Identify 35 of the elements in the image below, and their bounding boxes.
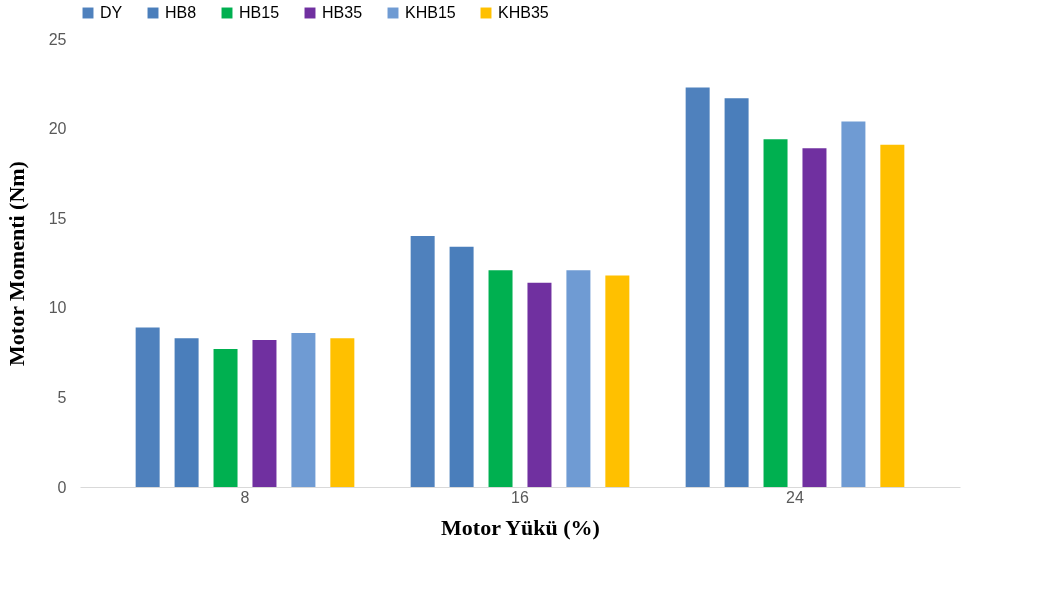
- bar: [135, 327, 160, 487]
- legend-label: KHB35: [498, 4, 549, 21]
- bar: [605, 275, 630, 487]
- x-tick-label: 24: [786, 488, 804, 506]
- bar: [330, 338, 355, 487]
- bar: [685, 87, 710, 487]
- bar: [488, 270, 513, 487]
- y-tick-label: 15: [48, 209, 67, 227]
- legend-label: HB8: [165, 4, 197, 21]
- bar: [724, 98, 749, 487]
- bar: [252, 340, 277, 487]
- bar: [802, 148, 827, 487]
- bar: [174, 338, 199, 487]
- y-tick-label: 20: [48, 120, 67, 138]
- legend-label: HB15: [239, 4, 280, 21]
- x-axis-title: Motor Yükü (%): [441, 514, 600, 540]
- y-tick-label: 5: [57, 388, 67, 406]
- y-tick-label: 10: [48, 299, 67, 317]
- bar: [880, 144, 905, 487]
- x-tick-label: 16: [511, 488, 529, 506]
- bar: [449, 246, 474, 487]
- legend-label: KHB15: [405, 4, 456, 21]
- bar: [410, 236, 435, 487]
- legend-label: HB35: [322, 4, 363, 21]
- bar: [213, 349, 238, 487]
- bar: [763, 139, 788, 487]
- bar: [566, 270, 591, 487]
- bar: [841, 121, 866, 487]
- y-axis-title: Motor Momenti (Nm): [3, 161, 29, 366]
- x-tick-label: 8: [240, 488, 250, 506]
- y-tick-label: 25: [48, 30, 67, 48]
- bar: [291, 332, 316, 487]
- bar: [527, 282, 552, 487]
- legend-label: DY: [100, 4, 123, 21]
- y-tick-label: 0: [57, 478, 67, 496]
